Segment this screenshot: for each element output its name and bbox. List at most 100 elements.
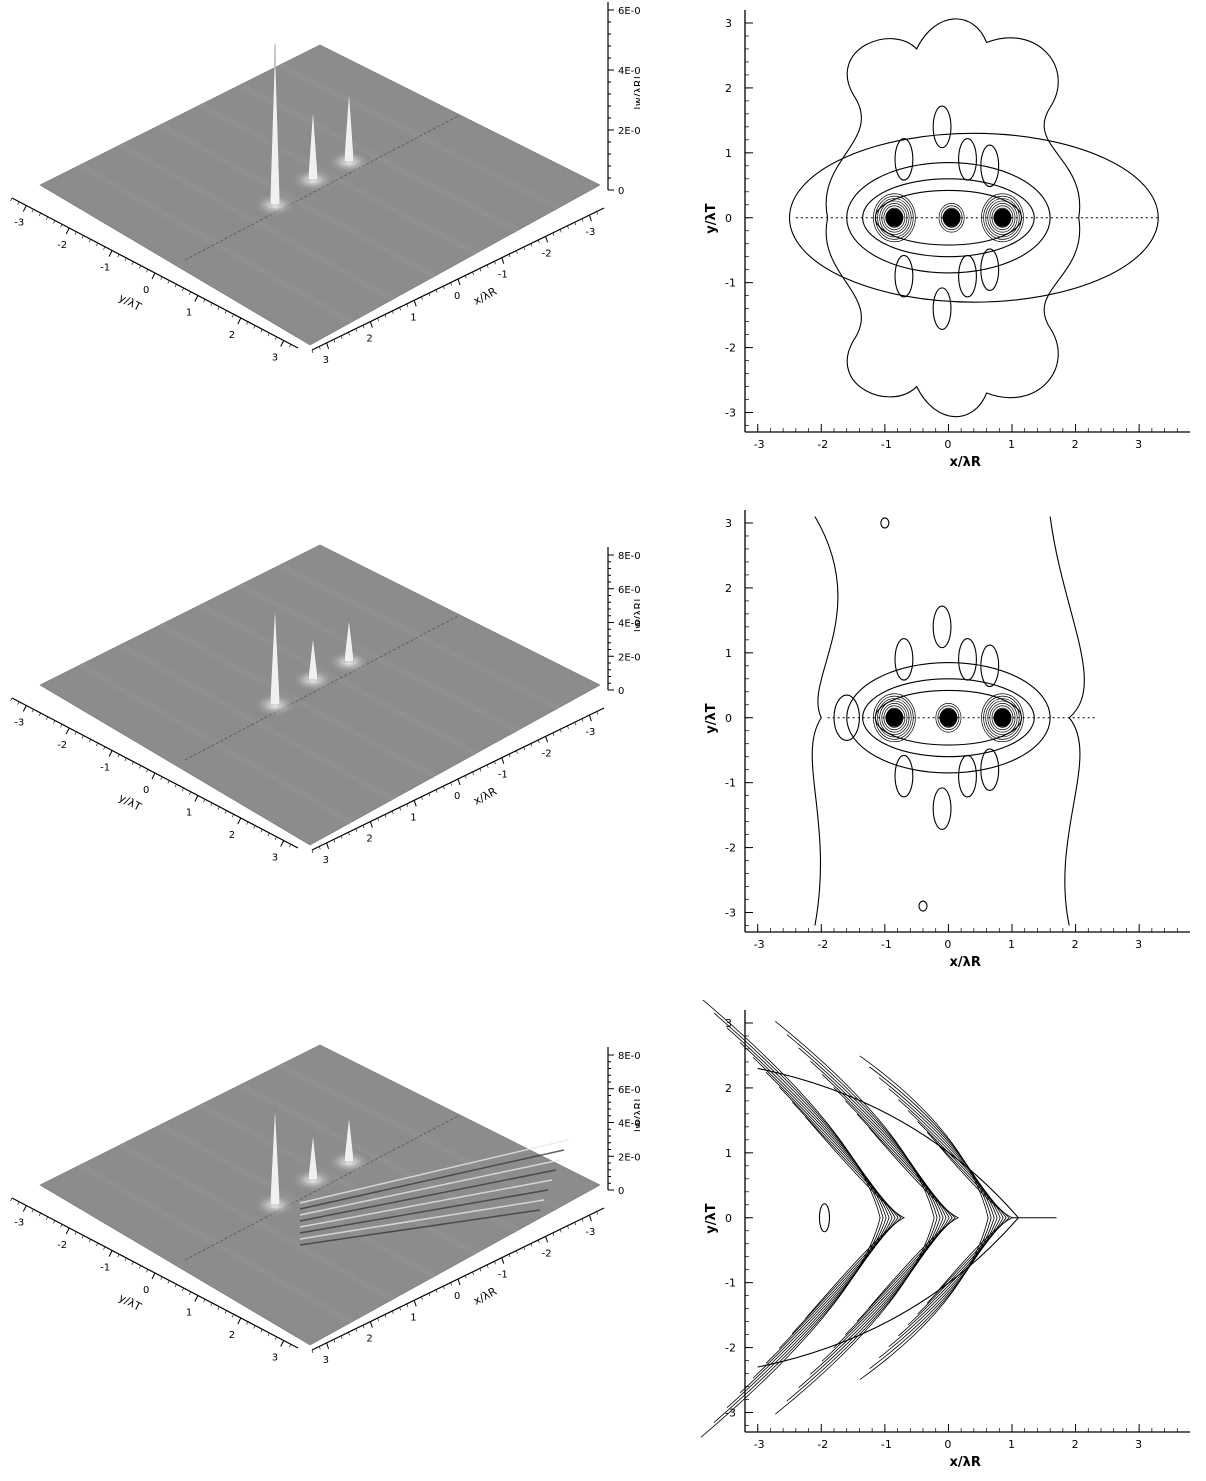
x-tick-label: -3 (585, 1227, 595, 1238)
x-axis-minor-tick (567, 725, 569, 729)
contour-ring (989, 203, 1016, 233)
y-axis-minor-tick (203, 799, 206, 803)
x-axis-minor-tick (333, 839, 336, 843)
surface-peak (269, 1105, 281, 1206)
x-axis-minor-tick (428, 1293, 431, 1297)
x-tick-label: 3 (1135, 438, 1142, 451)
x-tick-label: 0 (454, 791, 460, 802)
y-tick-label: -1 (725, 1277, 736, 1290)
x-axis-minor-tick (370, 321, 372, 325)
figure-row-3: 8E-09 6E-09 4E-09 2E-09 0 |w/λR| -3 -2 -1 0 1 2 3 y/λ… (0, 1000, 1206, 1481)
contour-plot-3: -3 -2 -1 0 1 2 3 3 2 1 0 -1 -2 -3 x/λR y/λT (700, 1000, 1190, 1470)
x-axis-minor-tick (508, 254, 511, 258)
x-axis-minor-tick (574, 1222, 577, 1226)
x-axis-minor-tick (340, 835, 343, 839)
y-axis-minor-tick (153, 1272, 156, 1277)
y-axis-minor-tick (153, 772, 156, 777)
x-tick-label: 2 (1072, 438, 1079, 451)
contour-ring (879, 200, 910, 235)
x-axis-minor-tick (421, 796, 423, 800)
y-axis-minor-tick (81, 1235, 84, 1239)
x-axis-minor-tick (501, 757, 504, 761)
y-tick-label: 0 (143, 785, 149, 796)
contour-line (907, 1110, 1004, 1326)
y-tick-label: 2 (229, 1330, 235, 1341)
contour-line (821, 1073, 947, 1362)
y-axis-minor-tick (88, 739, 91, 743)
y-axis-minor-tick (289, 1344, 292, 1348)
y-axis-minor-tick (45, 216, 49, 220)
y-tick-label: -2 (57, 240, 67, 251)
x-axis-minor-tick (406, 803, 409, 807)
x-axis-minor-tick (479, 1268, 482, 1272)
x-axis-minor-tick (319, 1346, 321, 1350)
z-tick-label: 4E-09 (618, 619, 640, 630)
contour-line (845, 1100, 953, 1336)
x-tick-label: -2 (817, 938, 828, 951)
x-axis-minor-tick (530, 243, 533, 247)
y-axis-minor-tick (24, 205, 27, 209)
contour-line (846, 662, 1051, 774)
y-axis-minor-tick (253, 1325, 256, 1329)
y-axis-minor-tick (239, 1317, 242, 1322)
x-axis-minor-tick (523, 1246, 525, 1251)
y-tick-label: 2 (725, 582, 732, 595)
x-axis-label: x/λR (471, 285, 499, 308)
x-tick-label: -3 (585, 227, 595, 238)
y-axis-minor-tick (67, 727, 70, 732)
contour-line (798, 1047, 941, 1389)
contour-line (958, 254, 977, 298)
x-axis-minor-tick (457, 778, 460, 783)
y-axis-minor-tick (160, 1276, 163, 1280)
x-axis-minor-tick (457, 1278, 460, 1283)
surface-plane (39, 544, 601, 846)
contour-line (958, 637, 977, 681)
contour-lines (788, 18, 1159, 418)
contour-line (980, 644, 1000, 688)
x-axis-minor-tick (457, 278, 460, 283)
surface-band (278, 62, 560, 211)
y-axis-minor-tick (17, 701, 20, 705)
x-tick-label: 1 (1008, 938, 1015, 951)
x-axis-minor-tick (494, 761, 496, 765)
y-axis-minor-tick (67, 1227, 70, 1232)
x-axis-minor-tick (581, 218, 584, 222)
y-tick-label: 0 (725, 712, 732, 725)
contour-line (833, 1087, 950, 1349)
y-axis-minor-tick (53, 720, 56, 724)
y-axis-minor-tick (74, 731, 77, 735)
y-axis-minor-tick (246, 321, 249, 325)
y-tick-label: 1 (186, 808, 192, 819)
surface-peak (307, 108, 319, 181)
figure-row-1: 6E-09 4E-09 2E-09 0 |w/λR| -3 -2 -1 0 1 2 3 y/λT 3 2 1 0… (0, 0, 1206, 490)
surface-plot-3: 8E-09 6E-09 4E-09 2E-09 0 |w/λR| -3 -2 -1 0 1 2 3 y/λ… (10, 1044, 640, 1366)
x-tick-label: 0 (454, 1291, 460, 1302)
surface-band (238, 82, 519, 234)
contour-line (726, 1027, 887, 1409)
x-axis-minor-tick (355, 328, 358, 332)
y-axis-minor-tick (203, 1299, 206, 1303)
y-axis-minor-tick (138, 1265, 141, 1269)
x-axis-minor-tick (384, 1314, 387, 1318)
surface-plot-1: 6E-09 4E-09 2E-09 0 |w/λR| -3 -2 -1 0 1 2 3 y/λT 3 2 1 0… (10, 2, 640, 366)
x-tick-label: 2 (366, 1334, 372, 1345)
y-axis-minor-tick (67, 227, 70, 232)
z-tick-label: 8E-09 (618, 1051, 640, 1062)
y-axis-minor-tick (260, 329, 263, 333)
x-axis-minor-tick (362, 325, 365, 329)
y-axis-minor-tick (246, 1321, 249, 1325)
y-tick-label: 1 (186, 1308, 192, 1319)
y-axis-minor-tick (167, 280, 170, 284)
x-axis-minor-tick (435, 1289, 438, 1293)
y-axis-minor-tick (181, 287, 184, 292)
x-axis-minor-tick (326, 1342, 328, 1346)
contour-line (825, 18, 1081, 418)
surface-peak (307, 1134, 319, 1181)
y-axis-minor-tick (239, 817, 242, 822)
x-tick-label: -1 (881, 438, 892, 451)
y-axis-minor-tick (38, 712, 41, 717)
y-axis-minor-tick (210, 1302, 213, 1307)
x-axis-minor-tick (384, 814, 387, 818)
y-axis-minor-tick (160, 276, 163, 280)
y-axis-minor-tick (96, 242, 99, 247)
